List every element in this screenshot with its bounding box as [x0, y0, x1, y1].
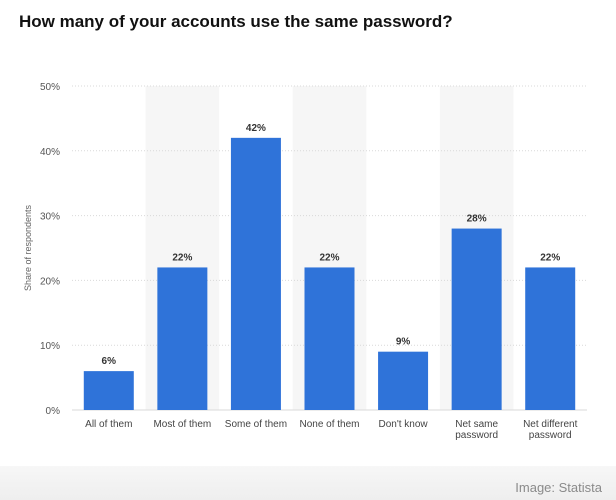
y-tick-label: 10% [40, 341, 60, 352]
y-tick-label: 50% [40, 82, 60, 93]
image-credit: Image: Statista [515, 480, 602, 495]
y-tick-label: 0% [46, 406, 61, 417]
bar [304, 267, 355, 410]
y-axis-title: Share of respondents [23, 204, 33, 291]
bar [378, 351, 429, 410]
x-tick-label: Most of them [153, 419, 211, 430]
bar-chart: 0% 10% 20% 30% 40% 50% Share of respondents 6% A… [23, 82, 587, 441]
x-tick-label: Don't know [378, 419, 428, 430]
x-tick-label: Net same password [455, 419, 498, 441]
data-label: 22% [319, 252, 339, 263]
data-label: 28% [467, 214, 487, 225]
data-label: 22% [540, 252, 560, 263]
y-tick-label: 30% [40, 212, 60, 223]
bar [230, 137, 281, 410]
footer-band [0, 466, 616, 500]
bar [157, 267, 208, 410]
x-tick-label: Some of them [225, 419, 287, 430]
x-tick-label: All of them [85, 419, 132, 430]
bar [451, 228, 502, 410]
y-tick-label: 20% [40, 276, 60, 287]
y-tick-label: 40% [40, 147, 60, 158]
chart-title: How many of your accounts use the same p… [19, 12, 453, 31]
x-tick-label: Net different password [523, 419, 578, 441]
data-label: 6% [102, 356, 117, 367]
x-tick-label: None of them [299, 419, 359, 430]
bar [83, 371, 134, 410]
bar [525, 267, 576, 410]
data-label: 42% [246, 123, 266, 134]
data-label: 22% [172, 252, 192, 263]
data-label: 9% [396, 337, 411, 348]
